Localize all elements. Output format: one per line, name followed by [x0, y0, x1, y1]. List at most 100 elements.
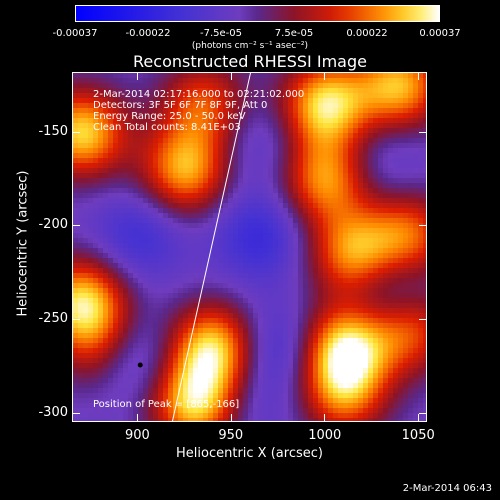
- heatmap-cell: [208, 203, 213, 208]
- heatmap-cell: [293, 238, 298, 243]
- heatmap-cell: [88, 128, 93, 133]
- heatmap-cell: [183, 83, 188, 88]
- heatmap-cell: [423, 128, 426, 133]
- heatmap-cell: [343, 373, 348, 378]
- heatmap-cell: [203, 128, 208, 133]
- heatmap-cell: [228, 338, 233, 343]
- heatmap-cell: [103, 223, 108, 228]
- heatmap-cell: [203, 258, 208, 263]
- heatmap-cell: [393, 278, 398, 283]
- heatmap-cell: [338, 318, 343, 323]
- heatmap-cell: [308, 143, 313, 148]
- heatmap-cell: [353, 343, 358, 348]
- heatmap-cell: [283, 373, 288, 378]
- heatmap-cell: [348, 88, 353, 93]
- heatmap-cell: [203, 253, 208, 258]
- heatmap-cell: [238, 288, 243, 293]
- heatmap-cell: [168, 333, 173, 338]
- heatmap-cell: [303, 408, 308, 413]
- heatmap-cell: [158, 308, 163, 313]
- heatmap-cell: [358, 108, 363, 113]
- heatmap-cell: [388, 363, 393, 368]
- heatmap-cell: [418, 203, 423, 208]
- heatmap-cell: [143, 348, 148, 353]
- heatmap-cell: [248, 318, 253, 323]
- heatmap-cell: [158, 318, 163, 323]
- heatmap-cell: [178, 173, 183, 178]
- heatmap-cell: [408, 343, 413, 348]
- heatmap-cell: [298, 328, 303, 333]
- heatmap-cell: [293, 128, 298, 133]
- heatmap-cell: [218, 198, 223, 203]
- chart-title: Reconstructed RHESSI Image: [133, 52, 367, 71]
- heatmap-cell: [318, 308, 323, 313]
- heatmap-cell: [93, 368, 98, 373]
- heatmap-cell: [83, 88, 88, 93]
- heatmap-cell: [313, 268, 318, 273]
- heatmap-cell: [378, 288, 383, 293]
- heatmap-cell: [228, 228, 233, 233]
- heatmap-cell: [333, 218, 338, 223]
- heatmap-cell: [318, 353, 323, 358]
- heatmap-cell: [118, 273, 123, 278]
- heatmap-cell: [273, 323, 278, 328]
- heatmap-cell: [88, 318, 93, 323]
- heatmap-cell: [303, 343, 308, 348]
- heatmap-cell: [93, 348, 98, 353]
- heatmap-cell: [83, 188, 88, 193]
- heatmap-cell: [278, 123, 283, 128]
- heatmap-cell: [228, 138, 233, 143]
- heatmap-cell: [188, 323, 193, 328]
- heatmap-cell: [203, 98, 208, 103]
- heatmap-cell: [338, 298, 343, 303]
- heatmap-cell: [413, 133, 418, 138]
- heatmap-cell: [283, 178, 288, 183]
- heatmap-cell: [398, 238, 403, 243]
- heatmap-cell: [323, 73, 328, 78]
- heatmap-cell: [83, 323, 88, 328]
- heatmap-cell: [148, 73, 153, 78]
- heatmap-cell: [338, 233, 343, 238]
- heatmap-cell: [188, 78, 193, 83]
- heatmap-cell: [408, 353, 413, 358]
- heatmap-cell: [373, 383, 378, 388]
- heatmap-cell: [408, 398, 413, 403]
- heatmap-cell: [298, 93, 303, 98]
- heatmap-cell: [148, 218, 153, 223]
- heatmap-cell: [73, 318, 78, 323]
- heatmap-cell: [153, 173, 158, 178]
- heatmap-cell: [173, 253, 178, 258]
- heatmap-cell: [88, 198, 93, 203]
- heatmap-cell: [418, 93, 423, 98]
- heatmap-cell: [308, 238, 313, 243]
- heatmap-cell: [153, 328, 158, 333]
- heatmap-cell: [278, 283, 283, 288]
- heatmap-cell: [188, 158, 193, 163]
- heatmap-cell: [98, 408, 103, 413]
- heatmap-cell: [73, 388, 78, 393]
- colorbar-tick-label: -0.00022: [125, 28, 171, 39]
- heatmap-cell: [238, 363, 243, 368]
- heatmap-cell: [78, 198, 83, 203]
- heatmap-cell: [243, 413, 248, 418]
- heatmap-cell: [233, 193, 238, 198]
- heatmap-cell: [283, 283, 288, 288]
- heatmap-cell: [103, 278, 108, 283]
- heatmap-cell: [123, 113, 128, 118]
- heatmap-cell: [73, 413, 78, 418]
- heatmap-cell: [293, 408, 298, 413]
- heatmap-cell: [238, 108, 243, 113]
- heatmap-cell: [78, 273, 83, 278]
- heatmap-cell: [408, 168, 413, 173]
- heatmap-cell: [78, 278, 83, 283]
- heatmap-cell: [93, 188, 98, 193]
- heatmap-cell: [103, 273, 108, 278]
- heatmap-cell: [118, 303, 123, 308]
- heatmap-cell: [398, 183, 403, 188]
- heatmap-cell: [138, 298, 143, 303]
- heatmap-cell: [183, 203, 188, 208]
- heatmap-cell: [283, 158, 288, 163]
- heatmap-cell: [298, 98, 303, 103]
- heatmap-cell: [358, 148, 363, 153]
- heatmap-cell: [313, 148, 318, 153]
